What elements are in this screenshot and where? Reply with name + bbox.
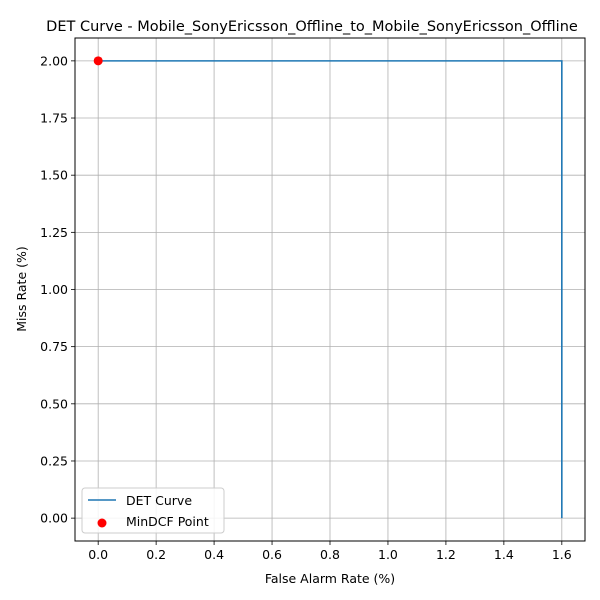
x-tick-label: 0.0 [88, 547, 108, 562]
y-tick-label: 2.00 [40, 53, 68, 68]
y-tick-label: 0.00 [40, 511, 68, 526]
x-tick-label: 0.2 [146, 547, 166, 562]
det-curve-line [98, 60, 563, 519]
x-tick-label: 0.4 [204, 547, 224, 562]
axis-ticks: 0.0 0.2 0.4 0.6 0.8 1.0 1.2 1.4 1.6 0.00 0.25 0.50 0… [40, 53, 572, 562]
x-tick-label: 0.8 [320, 547, 340, 562]
y-axis-label: Miss Rate (%) [14, 246, 29, 332]
y-tick-label: 1.50 [40, 168, 68, 183]
legend-point-marker [97, 518, 107, 528]
legend-box [81, 487, 225, 534]
x-tick-label: 1.2 [436, 547, 456, 562]
y-tick-label: 1.75 [40, 111, 68, 126]
y-tick-label: 1.25 [40, 225, 68, 240]
legend: DET Curve MinDCF Point [81, 487, 225, 534]
plot-series [93, 56, 563, 519]
chart-title: DET Curve - Mobile_SonyEricsson_Offline_… [46, 19, 578, 35]
legend-entry-label: DET Curve [126, 493, 192, 508]
x-tick-label: 1.6 [552, 547, 572, 562]
y-tick-label: 0.25 [40, 453, 68, 468]
mindcf-point [93, 56, 103, 66]
y-tick-label: 0.75 [40, 339, 68, 354]
x-tick-label: 0.6 [262, 547, 282, 562]
x-tick-label: 1.4 [494, 547, 514, 562]
y-tick-label: 1.00 [40, 282, 68, 297]
x-tick-label: 1.0 [378, 547, 398, 562]
x-axis-label: False Alarm Rate (%) [265, 571, 395, 586]
legend-entry-label: MinDCF Point [126, 514, 209, 529]
y-tick-label: 0.50 [40, 396, 68, 411]
